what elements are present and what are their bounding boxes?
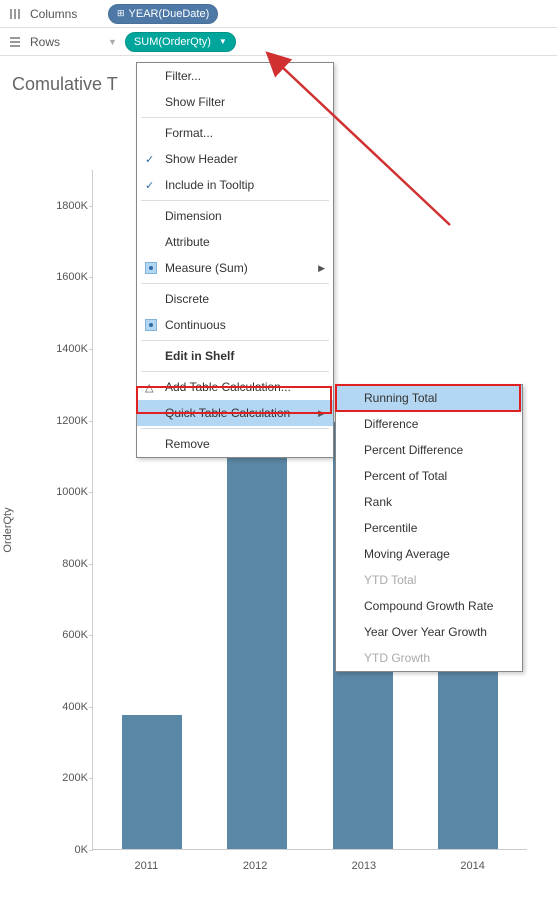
- menu-separator: [141, 283, 329, 284]
- menu-dimension[interactable]: Dimension: [137, 203, 333, 229]
- y-axis-label: OrderQty: [2, 507, 14, 552]
- rows-pill-text: SUM(OrderQty): [134, 36, 211, 48]
- y-tick-label: 1800K: [33, 200, 88, 212]
- y-tick-mark: [89, 707, 93, 708]
- columns-icon: [8, 7, 22, 21]
- bar[interactable]: [122, 715, 182, 849]
- submenu-ytd-total: YTD Total: [336, 567, 522, 593]
- submenu-running-total[interactable]: Running Total: [336, 385, 522, 411]
- submenu-compound-growth[interactable]: Compound Growth Rate: [336, 593, 522, 619]
- y-tick-label: 200K: [33, 772, 88, 784]
- y-tick-mark: [89, 635, 93, 636]
- y-tick-mark: [89, 492, 93, 493]
- x-tick-label: 2011: [110, 860, 182, 872]
- submenu-percent-of-total[interactable]: Percent of Total: [336, 463, 522, 489]
- submenu-arrow-icon: ▶: [318, 408, 325, 419]
- menu-separator: [141, 117, 329, 118]
- delta-icon: △: [145, 381, 153, 394]
- menu-discrete[interactable]: Discrete: [137, 286, 333, 312]
- menu-separator: [141, 340, 329, 341]
- x-tick-label: 2012: [219, 860, 291, 872]
- columns-label: Columns: [30, 7, 100, 21]
- check-icon: ✓: [145, 153, 154, 166]
- submenu-moving-average[interactable]: Moving Average: [336, 541, 522, 567]
- columns-shelf: Columns ⊞ YEAR(DueDate): [0, 0, 557, 28]
- menu-quick-table-calc[interactable]: Quick Table Calculation▶: [137, 400, 333, 426]
- submenu-arrow-icon: ▶: [318, 263, 325, 274]
- y-tick-mark: [89, 421, 93, 422]
- y-tick-label: 1600K: [33, 271, 88, 283]
- dot-icon: [145, 262, 157, 274]
- menu-add-table-calc[interactable]: △Add Table Calculation...: [137, 374, 333, 400]
- y-tick-label: 400K: [33, 701, 88, 713]
- menu-measure-sum[interactable]: Measure (Sum)▶: [137, 255, 333, 281]
- menu-attribute[interactable]: Attribute: [137, 229, 333, 255]
- submenu-difference[interactable]: Difference: [336, 411, 522, 437]
- rows-label: Rows: [30, 35, 100, 49]
- context-menu-submenu: Running Total Difference Percent Differe…: [335, 384, 523, 672]
- submenu-yoy-growth[interactable]: Year Over Year Growth: [336, 619, 522, 645]
- check-icon: ✓: [145, 179, 154, 192]
- columns-pill-text: YEAR(DueDate): [129, 8, 210, 20]
- menu-format[interactable]: Format...: [137, 120, 333, 146]
- y-tick-mark: [89, 778, 93, 779]
- menu-show-filter[interactable]: Show Filter: [137, 89, 333, 115]
- menu-include-tooltip[interactable]: ✓Include in Tooltip: [137, 172, 333, 198]
- context-menu-main: Filter... Show Filter Format... ✓Show He…: [136, 62, 334, 458]
- menu-show-header[interactable]: ✓Show Header: [137, 146, 333, 172]
- submenu-percent-difference[interactable]: Percent Difference: [336, 437, 522, 463]
- y-tick-mark: [89, 277, 93, 278]
- y-tick-label: 600K: [33, 629, 88, 641]
- bar[interactable]: [227, 420, 287, 849]
- menu-remove[interactable]: Remove: [137, 431, 333, 457]
- submenu-rank[interactable]: Rank: [336, 489, 522, 515]
- menu-filter[interactable]: Filter...: [137, 63, 333, 89]
- y-tick-mark: [89, 206, 93, 207]
- y-tick-mark: [89, 850, 93, 851]
- y-tick-label: 1200K: [33, 415, 88, 427]
- x-tick-label: 2013: [328, 860, 400, 872]
- x-axis-ticks: 2011 2012 2013 2014: [92, 860, 527, 872]
- menu-continuous[interactable]: Continuous: [137, 312, 333, 338]
- dot-icon: [145, 319, 157, 331]
- rows-icon: [8, 35, 22, 49]
- plus-icon: ⊞: [117, 8, 125, 19]
- y-tick-label: 1000K: [33, 486, 88, 498]
- rows-dropdown-icon[interactable]: ▼: [108, 37, 117, 47]
- menu-separator: [141, 371, 329, 372]
- submenu-percentile[interactable]: Percentile: [336, 515, 522, 541]
- submenu-ytd-growth: YTD Growth: [336, 645, 522, 671]
- y-tick-label: 1400K: [33, 343, 88, 355]
- y-tick-label: 800K: [33, 558, 88, 570]
- y-tick-label: 0K: [33, 844, 88, 856]
- y-tick-mark: [89, 564, 93, 565]
- rows-shelf: Rows ▼ SUM(OrderQty) ▼: [0, 28, 557, 56]
- chevron-down-icon: ▼: [219, 37, 227, 46]
- menu-separator: [141, 200, 329, 201]
- menu-separator: [141, 428, 329, 429]
- y-tick-mark: [89, 349, 93, 350]
- x-tick-label: 2014: [437, 860, 509, 872]
- columns-pill[interactable]: ⊞ YEAR(DueDate): [108, 4, 218, 24]
- menu-edit-shelf[interactable]: Edit in Shelf: [137, 343, 333, 369]
- rows-pill[interactable]: SUM(OrderQty) ▼: [125, 32, 236, 52]
